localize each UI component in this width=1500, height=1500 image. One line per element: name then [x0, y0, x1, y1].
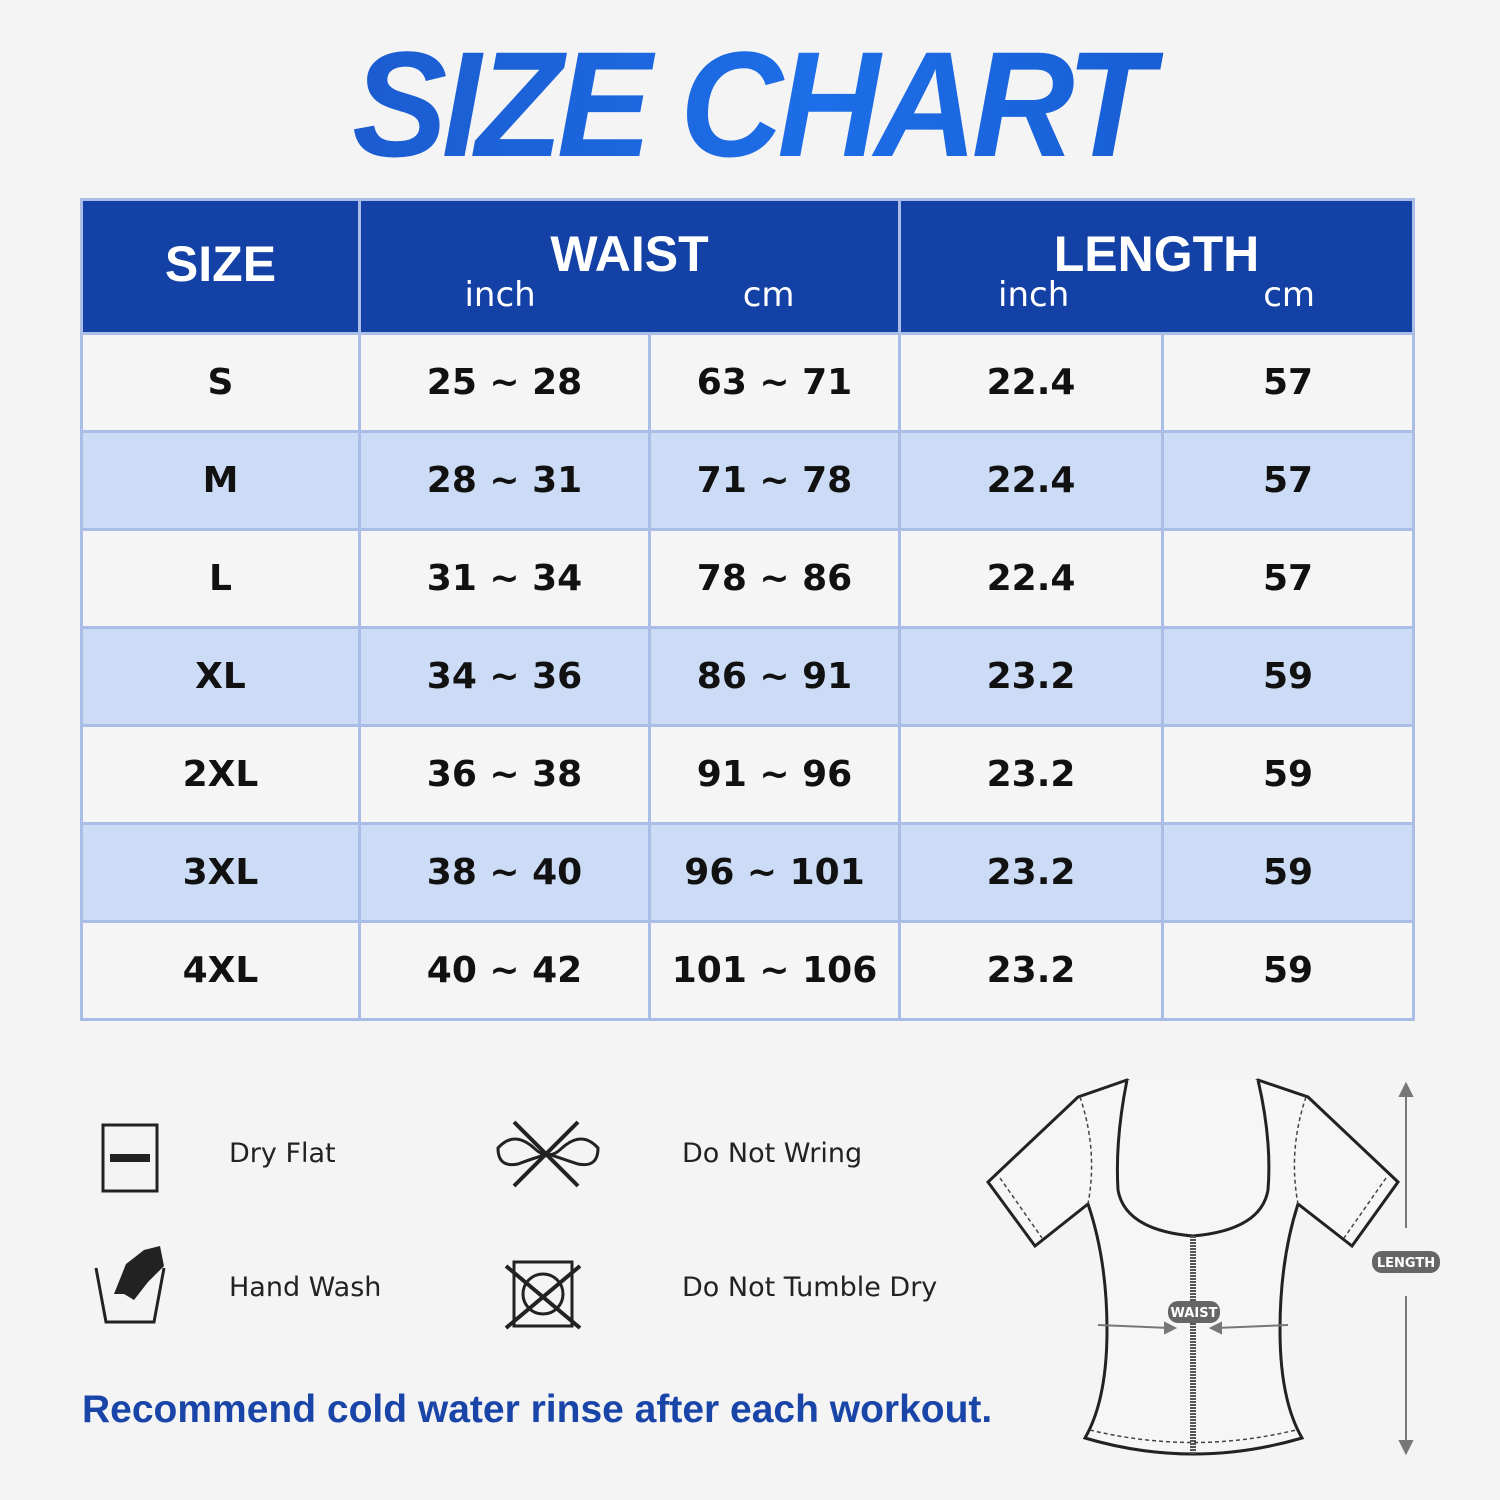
cell-length-cm: 57 — [1161, 528, 1416, 629]
length-cm-label: cm — [1263, 275, 1316, 315]
hand-wash-icon — [94, 1246, 166, 1324]
cell-waist-cm: 86 ~ 91 — [647, 626, 902, 727]
cell-size: 4XL — [80, 920, 361, 1021]
care-note: Recommend cold water rinse after each wo… — [82, 1388, 993, 1431]
cell-length-in: 22.4 — [898, 430, 1165, 531]
cell-size: 3XL — [80, 822, 361, 923]
table-row: 2XL 36 ~ 38 91 ~ 96 23.2 59 — [80, 724, 1416, 825]
table-row: 3XL 38 ~ 40 96 ~ 101 23.2 59 — [80, 822, 1416, 923]
cell-waist-in: 34 ~ 36 — [358, 626, 651, 727]
cell-waist-cm: 91 ~ 96 — [647, 724, 902, 825]
care-label: Do Not Tumble Dry — [682, 1272, 938, 1303]
cell-length-in: 22.4 — [898, 332, 1165, 433]
waist-cm-label: cm — [742, 275, 795, 315]
table-header: SIZE WAIST inch cm LENGTH inch cm — [80, 198, 1416, 335]
cell-waist-cm: 71 ~ 78 — [647, 430, 902, 531]
cell-waist-cm: 96 ~ 101 — [647, 822, 902, 923]
cell-length-cm: 57 — [1161, 430, 1416, 531]
dry-flat-icon — [101, 1123, 159, 1193]
cell-waist-in: 40 ~ 42 — [358, 920, 651, 1021]
cell-waist-cm: 101 ~ 106 — [647, 920, 902, 1021]
cell-waist-in: 38 ~ 40 — [358, 822, 651, 923]
care-label: Dry Flat — [229, 1138, 336, 1169]
length-inch-label: inch — [998, 275, 1070, 315]
table-row: 4XL 40 ~ 42 101 ~ 106 23.2 59 — [80, 920, 1416, 1021]
length-header: LENGTH inch cm — [898, 198, 1416, 335]
cell-length-in: 23.2 — [898, 724, 1165, 825]
table-row: M 28 ~ 31 71 ~ 78 22.4 57 — [80, 430, 1416, 531]
length-label: LENGTH — [1377, 1256, 1435, 1271]
cell-waist-in: 31 ~ 34 — [358, 528, 651, 629]
cell-length-in: 23.2 — [898, 626, 1165, 727]
size-table: SIZE WAIST inch cm LENGTH inch cm S 25 ~ 28… — [80, 198, 1416, 1021]
cell-size: S — [80, 332, 361, 433]
size-header: SIZE — [80, 198, 361, 335]
care-label: Do Not Wring — [682, 1138, 863, 1169]
waist-label: WAIST — [1171, 1306, 1218, 1321]
cell-length-cm: 57 — [1161, 332, 1416, 433]
cell-size: M — [80, 430, 361, 531]
cell-length-cm: 59 — [1161, 724, 1416, 825]
table-row: L 31 ~ 34 78 ~ 86 22.4 57 — [80, 528, 1416, 629]
cell-length-cm: 59 — [1161, 822, 1416, 923]
do-not-wring-icon — [496, 1120, 600, 1188]
cell-size: XL — [80, 626, 361, 727]
waist-header: WAIST inch cm — [357, 198, 902, 335]
page-title: SIZE CHART — [38, 18, 1463, 191]
cell-size: L — [80, 528, 361, 629]
cell-length-cm: 59 — [1161, 626, 1416, 727]
care-label: Hand Wash — [229, 1272, 382, 1303]
do-not-tumble-dry-icon — [504, 1260, 582, 1330]
cell-length-in: 23.2 — [898, 920, 1165, 1021]
waist-inch-label: inch — [464, 275, 536, 315]
cell-waist-cm: 78 ~ 86 — [647, 528, 902, 629]
table-row: S 25 ~ 28 63 ~ 71 22.4 57 — [80, 332, 1416, 433]
table-row: XL 34 ~ 36 86 ~ 91 23.2 59 — [80, 626, 1416, 727]
cell-length-cm: 59 — [1161, 920, 1416, 1021]
cell-waist-cm: 63 ~ 71 — [647, 332, 902, 433]
garment-diagram: WAIST LENGTH — [986, 1078, 1440, 1456]
cell-waist-in: 25 ~ 28 — [358, 332, 651, 433]
cell-length-in: 22.4 — [898, 528, 1165, 629]
cell-size: 2XL — [80, 724, 361, 825]
cell-length-in: 23.2 — [898, 822, 1165, 923]
cell-waist-in: 28 ~ 31 — [358, 430, 651, 531]
cell-waist-in: 36 ~ 38 — [358, 724, 651, 825]
